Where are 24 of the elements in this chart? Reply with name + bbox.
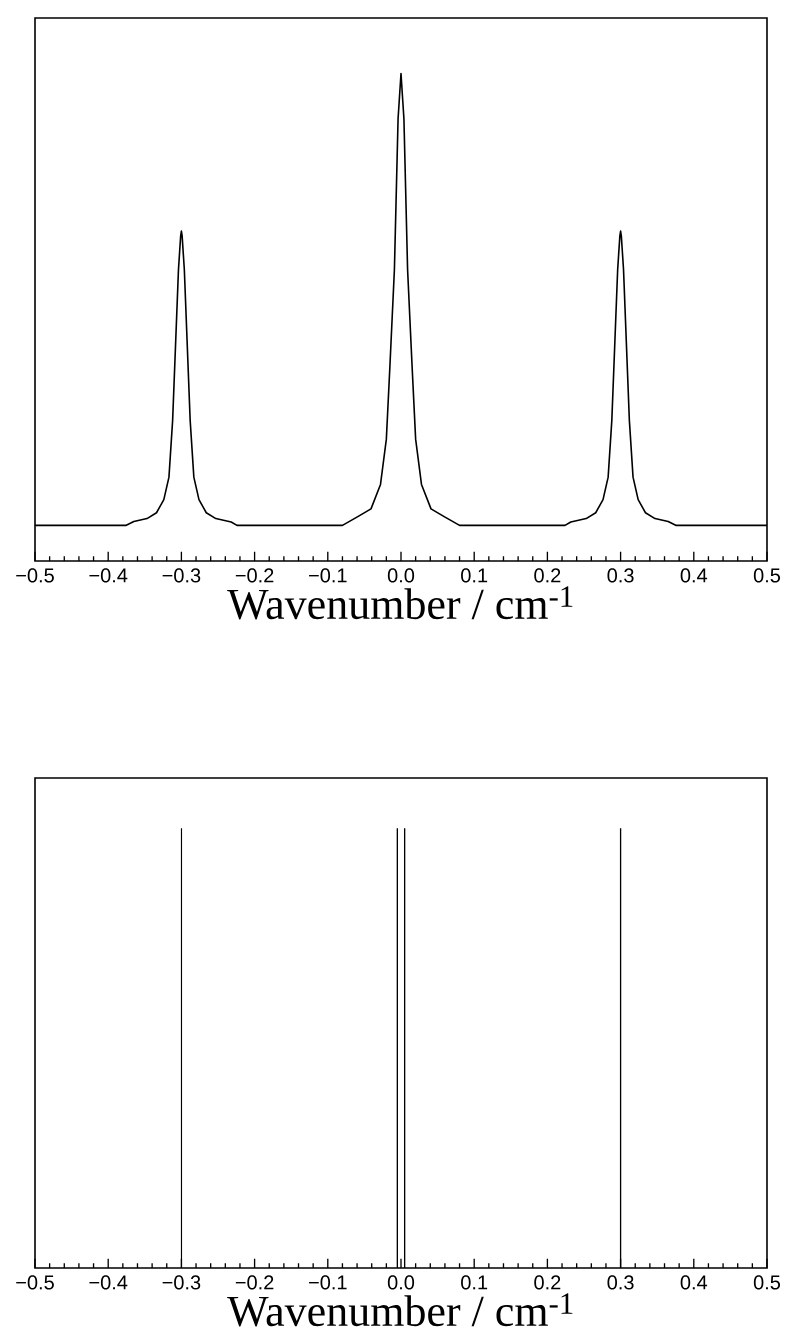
- x-axis-title: Wavenumber / cm$^{-1}$: [227, 1293, 573, 1327]
- x-tick-label: −0.5: [16, 568, 54, 583]
- x-tick-label: −0.1: [309, 1275, 347, 1290]
- x-tick-label: 0.3: [607, 1275, 634, 1290]
- x-tick-label: 0.5: [753, 1275, 781, 1290]
- x-tick-label: 0.4: [680, 568, 708, 583]
- x-tick-label: −0.1: [309, 568, 347, 583]
- x-tick-label: −0.5: [16, 1275, 54, 1290]
- x-tick-label: −0.2: [235, 1275, 274, 1290]
- x-tick-label: 0.4: [680, 1275, 708, 1290]
- x-tick-label: 0.5: [753, 568, 781, 583]
- x-tick-label: 0.1: [461, 1275, 488, 1290]
- x-tick-label: 0.0: [387, 568, 415, 583]
- x-tick-label: 0.3: [607, 568, 634, 583]
- x-tick-label: 0.2: [534, 1275, 561, 1290]
- x-tick-label: −0.3: [162, 1275, 201, 1290]
- x-axis-title: Wavenumber / cm$^{-1}$: [227, 586, 573, 620]
- x-tick-label: −0.3: [162, 568, 201, 583]
- x-tick-label: 0.1: [461, 568, 488, 583]
- x-tick-label: 0.0: [387, 1275, 415, 1290]
- x-tick-label: −0.2: [235, 568, 274, 583]
- x-tick-label: 0.2: [534, 568, 561, 583]
- x-tick-label: −0.4: [89, 1275, 128, 1290]
- x-tick-label: −0.4: [89, 568, 128, 583]
